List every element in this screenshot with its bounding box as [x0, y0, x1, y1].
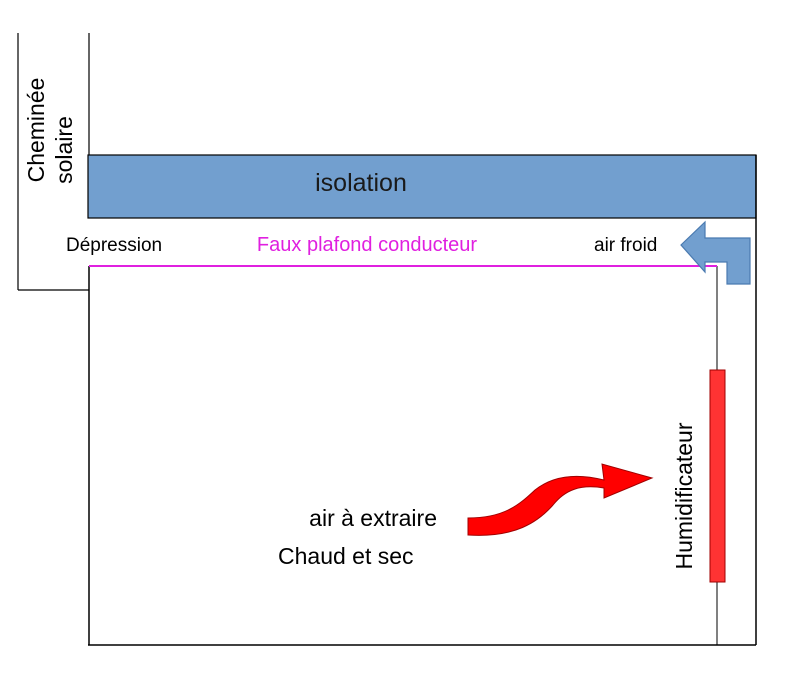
bent-arrow-left-icon	[680, 220, 751, 285]
chimney-label-line1: Cheminée	[23, 78, 49, 183]
humidifier-label: Humidificateur	[671, 422, 697, 569]
insulation-label: isolation	[315, 169, 407, 197]
air-to-extract-label: air à extraire	[309, 505, 437, 531]
depression-label: Dépression	[66, 235, 162, 256]
curved-arrow-right-icon	[467, 463, 654, 536]
insulation-layer	[87, 154, 757, 219]
false-ceiling-label: Faux plafond conducteur	[257, 234, 477, 256]
cold-air-label: air froid	[594, 235, 657, 256]
humidifier-panel	[709, 369, 726, 583]
hot-and-dry-label: Chaud et sec	[278, 543, 414, 569]
chimney-label-line2: solaire	[51, 116, 77, 184]
